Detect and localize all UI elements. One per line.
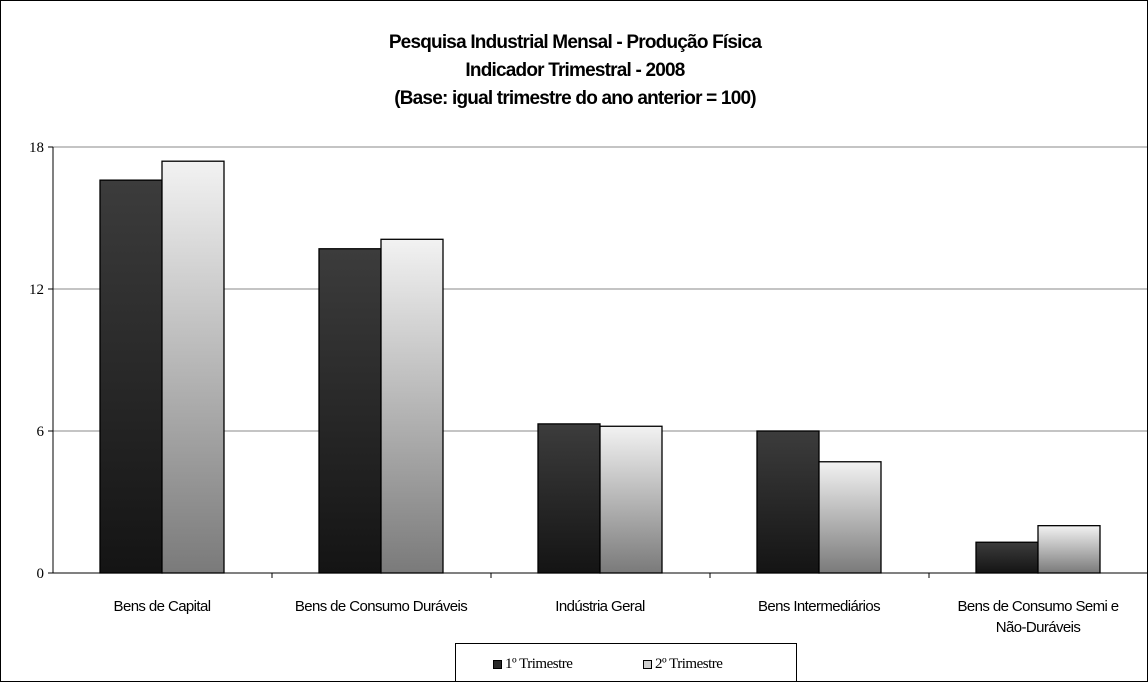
y-tick-label: 6 <box>37 424 45 440</box>
x-category-label: Bens de Consumo Semi e <box>957 598 1118 615</box>
legend: 1º Trimestre 2º Trimestre <box>455 643 797 681</box>
bar-series-1-0 <box>99 179 163 574</box>
x-category-label: Bens Intermediários <box>758 598 880 615</box>
y-tick-label: 12 <box>29 282 44 298</box>
bar-series-1-1 <box>318 248 382 574</box>
bar-series-2-1 <box>380 238 444 574</box>
y-tick-label: 0 <box>37 566 45 582</box>
chart-title-line-2: Indicador Trimestral - 2008 <box>465 60 685 81</box>
legend-item-series-1: 1º Trimestre <box>493 656 573 673</box>
x-category-label: Não-Duráveis <box>996 619 1081 636</box>
legend-label-series-2: 2º Trimestre <box>655 656 723 672</box>
bar-series-1-4 <box>975 541 1039 574</box>
chart-title-line-3: (Base: igual trimestre do ano anterior =… <box>394 88 756 109</box>
bar-series-1-3 <box>756 430 820 574</box>
bars <box>99 160 1101 574</box>
x-category-label: Bens de Consumo Duráveis <box>295 598 467 615</box>
y-tick-label: 18 <box>29 140 44 156</box>
chart-title: Pesquisa Industrial Mensal - Produção Fí… <box>1 29 1147 113</box>
bar-series-2-3 <box>818 461 882 574</box>
x-category-label: Bens de Capital <box>114 598 211 615</box>
legend-label-series-1: 1º Trimestre <box>505 656 573 672</box>
bar-series-2-4 <box>1037 525 1101 574</box>
legend-item-series-2: 2º Trimestre <box>643 656 723 673</box>
legend-swatch-series-2 <box>643 660 652 669</box>
bar-series-1-2 <box>537 423 601 574</box>
axes <box>48 146 1147 578</box>
chart-title-line-1: Pesquisa Industrial Mensal - Produção Fí… <box>388 32 762 53</box>
axis-labels: 0 6 12 18 Bens de Capital Bens de Consumo Dur… <box>29 140 1119 636</box>
x-category-label: Indústria Geral <box>555 598 645 615</box>
bar-series-2-0 <box>161 160 225 574</box>
bar-series-2-2 <box>599 425 663 574</box>
legend-swatch-series-1 <box>493 660 502 669</box>
